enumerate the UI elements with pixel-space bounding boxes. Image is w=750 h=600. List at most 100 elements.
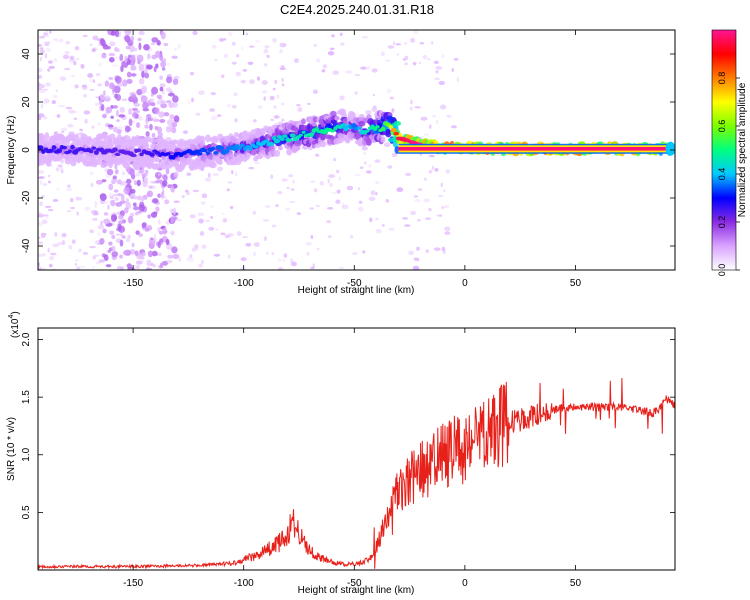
spectrogram-speckle [160, 31, 166, 40]
spectrogram-speckle [38, 44, 43, 47]
spectrogram-speckle [288, 174, 294, 178]
spectrogram-speckle [165, 238, 170, 245]
spectrogram-speckle [145, 117, 149, 125]
spectrogram-speckle [254, 40, 261, 43]
spectrogram-speckle [111, 64, 119, 68]
spectrogram-speckle [38, 241, 44, 245]
spectrogram-speckle [222, 218, 228, 223]
spectrogram-speckle [306, 251, 310, 256]
spectrogram-speckle [242, 69, 248, 72]
spectrogram-speckle [130, 188, 136, 195]
spectrogram-speckle [171, 122, 178, 128]
spectrogram-ridge-cell [70, 144, 75, 150]
spectrogram-speckle [209, 108, 216, 112]
spectrogram-x-tick-label: -100 [234, 278, 254, 289]
spectrogram-speckle [39, 47, 44, 50]
spectrogram-speckle [215, 228, 219, 232]
spectrogram-speckle [166, 100, 172, 104]
spectrogram-speckle [170, 208, 174, 214]
spectrogram-speckle [76, 57, 80, 61]
spectrogram-speckle [186, 172, 192, 176]
spectrogram-ridge-cell [223, 149, 230, 154]
spectrogram-cell [314, 143, 321, 148]
spectrogram-cell [390, 116, 397, 123]
spectrogram-speckle [38, 36, 46, 39]
spectrogram-speckle [99, 238, 105, 245]
spectrogram-ridge-cell [213, 151, 219, 155]
spectrogram-tone-band-core [398, 147, 671, 151]
spectrogram-speckle [80, 63, 85, 69]
spectrogram-speckle [64, 51, 68, 55]
spectrogram-speckle [94, 201, 98, 206]
spectrogram-speckle [440, 182, 443, 188]
spectrogram-speckle [157, 193, 161, 198]
spectrogram-speckle [277, 258, 282, 262]
spectrogram-speckle [55, 40, 63, 43]
spectrogram-speckle [91, 48, 96, 53]
spectrogram-ridge-cell [130, 153, 137, 158]
spectrogram-speckle [341, 204, 349, 210]
spectrogram-x-tick-label: 50 [570, 278, 582, 289]
spectrogram-speckle [412, 61, 417, 66]
spectrogram-speckle [172, 253, 180, 259]
spectrogram-speckle [38, 89, 46, 93]
spectrogram-speckle [339, 95, 345, 101]
spectrogram-ridge-cell [288, 138, 293, 143]
spectrogram-ridge-cell [375, 125, 380, 129]
spectrogram-speckle [45, 34, 50, 38]
spectrogram-speckle [391, 152, 398, 158]
spectrogram-speckle [231, 170, 234, 175]
spectrogram-speckle [127, 54, 133, 59]
spectrogram-speckle [130, 73, 137, 77]
spectrogram-speckle [363, 151, 367, 156]
spectrogram-cell [142, 142, 150, 150]
spectrogram-ridge-cell [263, 139, 270, 143]
spectrogram-speckle [106, 169, 114, 176]
spectrogram-speckle [154, 107, 160, 115]
spectrogram-speckle [240, 257, 247, 262]
spectrogram-speckle [38, 176, 45, 179]
spectrogram-speckle [181, 195, 185, 198]
spectrogram-speckle [151, 42, 155, 46]
spectrogram-speckle [306, 102, 311, 105]
spectrogram-ridge-cell [380, 126, 386, 132]
spectrogram-speckle [69, 197, 74, 203]
spectrogram-speckle [110, 199, 116, 207]
spectrogram-speckle [182, 130, 189, 134]
spectrogram-speckle [49, 30, 52, 34]
spectrogram-speckle [104, 95, 111, 102]
spectrogram-speckle [288, 200, 296, 203]
spectrogram-cell [169, 144, 176, 151]
spectrogram-speckle [66, 209, 72, 213]
spectrogram-speckle [387, 45, 395, 49]
spectrogram-speckle [133, 180, 138, 186]
spectrogram-speckle [65, 106, 73, 110]
spectrogram-speckle [156, 252, 162, 257]
spectrogram-speckle [111, 84, 116, 88]
spectrogram-speckle [130, 64, 137, 71]
spectrogram-speckle [107, 249, 111, 253]
spectrogram-speckle [213, 253, 221, 257]
spectrogram-speckle [248, 166, 255, 170]
spectrogram-speckle [326, 206, 334, 210]
snr-y-ticks: 0.5 1.0 1.5 2.0 [21, 332, 675, 519]
spectrogram-ridge-cell [268, 142, 275, 147]
spectrogram-speckle [428, 154, 435, 158]
spectrogram-speckle [125, 45, 131, 50]
spectrogram-cell [103, 135, 111, 142]
spectrogram-speckle [374, 159, 381, 164]
spectrogram-speckle [117, 223, 122, 230]
spectrogram-speckle [141, 196, 145, 202]
spectrogram-speckle [45, 82, 51, 87]
spectrogram-panel: -150 -100 -50 0 50 -40 -20 0 20 40 Height of str… [6, 29, 676, 296]
spectrogram-speckle [387, 165, 393, 169]
spectrogram-speckle [392, 41, 396, 46]
spectrogram-speckle [352, 252, 358, 255]
spectrogram-speckle [109, 195, 115, 200]
spectrogram-speckle [194, 244, 199, 249]
spectrogram-speckle [385, 198, 390, 203]
spectrogram-cell [365, 137, 372, 146]
spectrogram-speckle [195, 112, 201, 116]
spectrogram-speckle [46, 215, 49, 219]
spectrogram-speckle [74, 84, 79, 89]
